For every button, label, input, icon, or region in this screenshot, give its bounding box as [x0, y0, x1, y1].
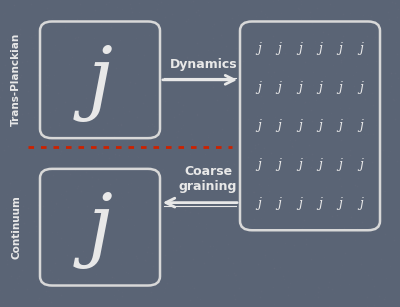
Text: j: j — [318, 119, 322, 132]
Text: j: j — [339, 119, 342, 132]
Text: j: j — [88, 192, 112, 269]
Text: j: j — [359, 42, 363, 55]
Text: j: j — [339, 42, 342, 55]
Text: Dynamics: Dynamics — [170, 58, 238, 71]
Text: j: j — [298, 119, 302, 132]
Text: j: j — [88, 44, 112, 122]
Text: j: j — [359, 158, 363, 171]
Text: j: j — [257, 81, 261, 94]
Text: j: j — [278, 158, 281, 171]
Text: j: j — [298, 197, 302, 210]
Text: j: j — [298, 158, 302, 171]
Text: j: j — [298, 42, 302, 55]
Text: j: j — [278, 81, 281, 94]
Text: j: j — [359, 119, 363, 132]
Text: j: j — [339, 158, 342, 171]
Text: j: j — [339, 197, 342, 210]
Text: j: j — [359, 81, 363, 94]
Text: j: j — [257, 119, 261, 132]
Text: Trans-Planckian: Trans-Planckian — [11, 33, 21, 126]
Text: j: j — [278, 42, 281, 55]
Text: Coarse
graining: Coarse graining — [179, 165, 237, 193]
Text: j: j — [278, 119, 281, 132]
Text: j: j — [318, 197, 322, 210]
Text: j: j — [298, 81, 302, 94]
Text: j: j — [278, 197, 281, 210]
Text: j: j — [257, 197, 261, 210]
Text: j: j — [318, 158, 322, 171]
Text: j: j — [318, 81, 322, 94]
Text: j: j — [318, 42, 322, 55]
Text: j: j — [359, 197, 363, 210]
Text: j: j — [257, 42, 261, 55]
Text: j: j — [339, 81, 342, 94]
Text: Continuum: Continuum — [11, 195, 21, 259]
Text: j: j — [257, 158, 261, 171]
